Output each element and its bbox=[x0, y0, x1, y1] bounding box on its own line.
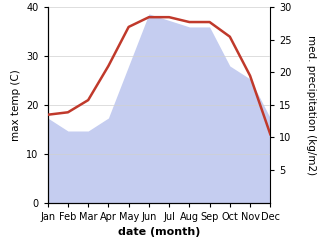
Y-axis label: med. precipitation (kg/m2): med. precipitation (kg/m2) bbox=[306, 35, 316, 175]
Y-axis label: max temp (C): max temp (C) bbox=[11, 69, 21, 141]
X-axis label: date (month): date (month) bbox=[118, 227, 200, 237]
